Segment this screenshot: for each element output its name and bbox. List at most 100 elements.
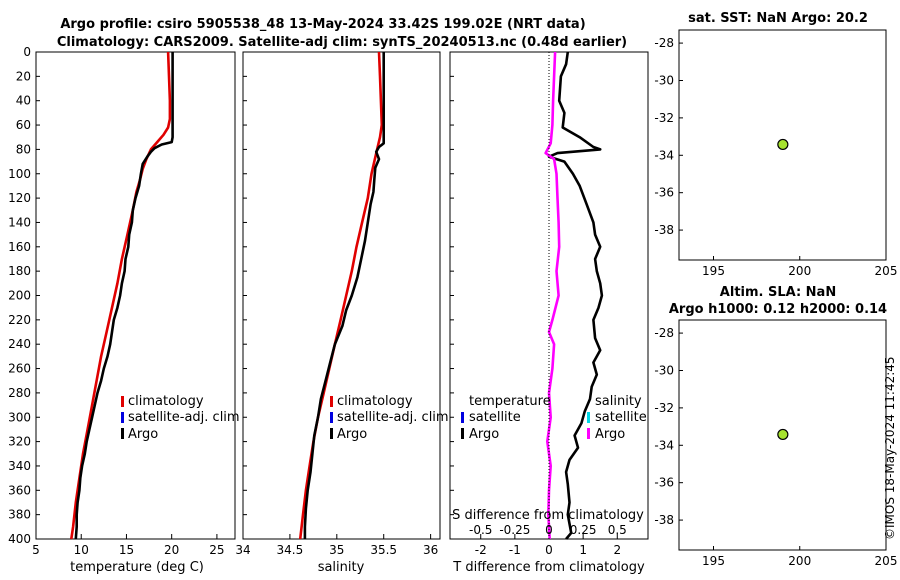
- salinity-legend: climatology satellite-adj. clim Argo: [330, 394, 449, 442]
- x-tick-label: 1: [579, 543, 587, 557]
- sla-map-subtitle: Argo h1000: 0.12 h2000: 0.14: [669, 302, 887, 317]
- difference-top-xlabel: S difference from climatology: [452, 508, 644, 523]
- depth-tick-label: 340: [8, 459, 31, 473]
- depth-tick-label: 160: [8, 240, 31, 254]
- top-x-tick-label: -0.25: [499, 523, 530, 537]
- difference-legend-temperature: temperature satellite Argo: [461, 394, 551, 442]
- depth-tick-label: 360: [8, 483, 31, 497]
- depth-tick-label: 120: [8, 191, 31, 205]
- depth-tick-label: 320: [8, 435, 31, 449]
- sst-map-plot: 195 200 205 -28 -30 -32 -34 -36 -38: [654, 36, 897, 278]
- legend-t-argo-swatch: [461, 428, 464, 439]
- depth-tick-label: 380: [8, 508, 31, 522]
- series-line-argo: [74, 52, 174, 540]
- series-line-t-argo-clim: [547, 51, 604, 540]
- map-y-tick-label: -32: [654, 401, 674, 415]
- x-tick-label: 25: [209, 543, 224, 557]
- depth-tick-label: 400: [8, 532, 31, 546]
- sla-map-plot: 195 200 205 -28 -30 -32 -34 -36 -38: [654, 326, 897, 568]
- map-y-tick-label: -28: [654, 36, 674, 50]
- legend-satellite-swatch: [330, 412, 333, 423]
- depth-axis: 0 20 40 60 80 100 120 140 160 180 200 220 240 260 280 3…: [8, 45, 31, 546]
- argo-location-marker: [777, 428, 789, 441]
- depth-tick-label: 280: [8, 386, 31, 400]
- imos-timestamp-watermark: ©IMOS 18-May-2024 11:42:45: [883, 356, 897, 540]
- legend-s-satellite-label: satellite: [595, 410, 647, 425]
- temperature-plot: 5 10 15 20 25: [32, 51, 225, 557]
- depth-tick-label: 60: [16, 118, 31, 132]
- x-tick-label: 15: [119, 543, 134, 557]
- x-tick-label: 36: [423, 543, 438, 557]
- x-tick-label: 0: [545, 543, 553, 557]
- series-line-climatology: [298, 51, 384, 540]
- sla-map-panel: [678, 319, 887, 551]
- difference-legend-salinity: salinity satellite Argo: [587, 394, 647, 442]
- legend-s-argo-swatch: [587, 428, 590, 439]
- legend-argo-label: Argo: [128, 427, 158, 442]
- legend-climatology-label: climatology: [128, 394, 204, 409]
- x-tick-label: 34: [235, 543, 250, 557]
- depth-tick-label: 240: [8, 337, 31, 351]
- sla-map-title: Altim. SLA: NaN: [720, 285, 836, 300]
- map-x-tick-label: 200: [788, 264, 811, 278]
- depth-tick-label: 0: [23, 45, 31, 59]
- legend-climatology-swatch: [330, 396, 333, 407]
- depth-tick-label: 140: [8, 215, 31, 229]
- figure-title-line2: Climatology: CARS2009. Satellite-adj cli…: [57, 35, 627, 50]
- map-y-tick-label: -32: [654, 111, 674, 125]
- map-y-tick-label: -30: [654, 363, 674, 377]
- depth-tick-label: 80: [16, 142, 31, 156]
- x-tick-label: 20: [164, 543, 179, 557]
- temperature-xlabel: temperature (deg C): [70, 560, 204, 575]
- depth-tick-label: 300: [8, 410, 31, 424]
- difference-plot: -2 -1 0 1 2 -0.5 -0.25 0 0.25 0.5: [450, 51, 627, 557]
- map-y-tick-label: -36: [654, 186, 674, 200]
- map-x-tick-label: 205: [875, 264, 898, 278]
- map-x-tick-label: 200: [788, 554, 811, 568]
- legend-t-satellite-label: satellite: [469, 410, 521, 425]
- depth-tick-label: 220: [8, 313, 31, 327]
- top-x-tick-label: 0: [545, 523, 553, 537]
- map-x-tick-label: 195: [702, 554, 725, 568]
- depth-tick-label: 180: [8, 264, 31, 278]
- top-x-tick-label: -0.5: [469, 523, 492, 537]
- figure-title-line1: Argo profile: csiro 5905538_48 13-May-20…: [60, 17, 585, 32]
- difference-xlabel: T difference from climatology: [452, 560, 645, 575]
- temperature-panel: [35, 51, 236, 540]
- depth-tick-label: 40: [16, 94, 31, 108]
- map-y-tick-label: -34: [654, 438, 674, 452]
- map-y-tick-label: -30: [654, 73, 674, 87]
- x-tick-label: 2: [613, 543, 621, 557]
- legend-t-argo-label: Argo: [469, 427, 499, 442]
- temperature-legend: climatology satellite-adj. clim Argo: [121, 394, 240, 442]
- depth-tick-label: 260: [8, 362, 31, 376]
- legend-climatology-swatch: [121, 396, 124, 407]
- x-tick-label: -1: [509, 543, 521, 557]
- argo-location-marker: [777, 138, 789, 151]
- legend-temperature-title: temperature: [469, 394, 551, 409]
- map-x-tick-label: 205: [875, 554, 898, 568]
- map-y-tick-label: -36: [654, 476, 674, 490]
- legend-s-argo-label: Argo: [595, 427, 625, 442]
- depth-tick-label: 200: [8, 289, 31, 303]
- x-tick-label: -2: [475, 543, 487, 557]
- map-x-tick-label: 195: [702, 264, 725, 278]
- legend-argo-swatch: [121, 428, 124, 439]
- legend-climatology-label: climatology: [337, 394, 413, 409]
- salinity-panel: [242, 51, 441, 540]
- map-y-tick-label: -28: [654, 326, 674, 340]
- legend-argo-label: Argo: [337, 427, 367, 442]
- legend-s-satellite-swatch: [587, 412, 590, 423]
- top-x-tick-label: 0.5: [608, 523, 627, 537]
- map-y-tick-label: -38: [654, 223, 674, 237]
- legend-satellite-label: satellite-adj. clim: [337, 410, 449, 425]
- salinity-xlabel: salinity: [318, 560, 365, 575]
- x-tick-label: 5: [32, 543, 40, 557]
- salinity-plot: 34 34.5 35 35.5 36: [235, 51, 438, 557]
- top-x-tick-label: 0.25: [570, 523, 597, 537]
- x-tick-label: 35.5: [370, 543, 397, 557]
- legend-t-satellite-swatch: [461, 412, 464, 423]
- series-line-s-argo-clim: [544, 51, 561, 540]
- x-tick-label: 35: [329, 543, 344, 557]
